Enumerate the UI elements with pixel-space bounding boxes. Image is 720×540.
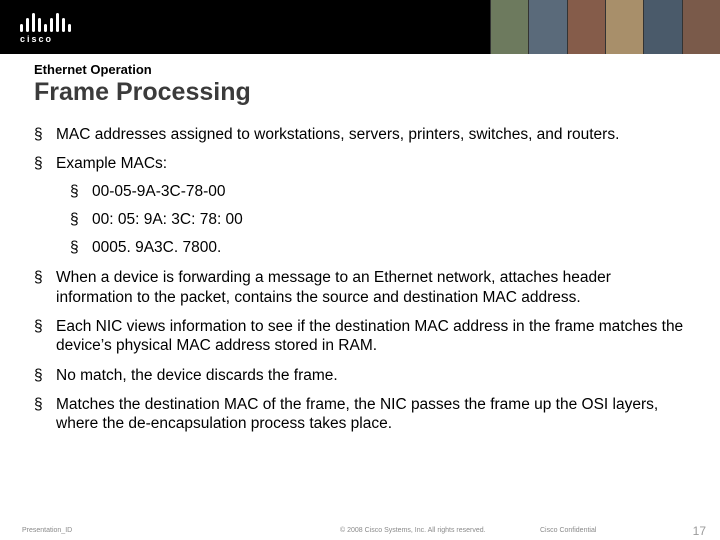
sub-bullet-item: 00: 05: 9A: 3C: 78: 00 — [70, 210, 686, 230]
footer-presentation-id: Presentation_ID — [22, 527, 72, 534]
sub-bullet-text: 00: 05: 9A: 3C: 78: 00 — [92, 211, 243, 228]
header-photo-panel — [567, 0, 605, 54]
sub-bullet-text: 00-05-9A-3C-78-00 — [92, 183, 226, 200]
header-photo-strip — [490, 0, 720, 54]
slide-title: Frame Processing — [34, 78, 686, 107]
bullet-item: MAC addresses assigned to workstations, … — [34, 125, 686, 144]
bullet-text: No match, the device discards the frame. — [56, 367, 338, 384]
cisco-logo: cisco — [20, 8, 90, 44]
cisco-logo-text: cisco — [20, 34, 90, 44]
sub-bullet-item: 0005. 9A3C. 7800. — [70, 238, 686, 258]
bullet-item: When a device is forwarding a message to… — [34, 268, 686, 307]
bullet-text: Example MACs: — [56, 155, 167, 172]
slide-footer: Presentation_ID © 2008 Cisco Systems, In… — [0, 527, 720, 534]
bullet-item: No match, the device discards the frame. — [34, 366, 686, 385]
bullet-item: Matches the destination MAC of the frame… — [34, 395, 686, 434]
bullet-list: MAC addresses assigned to workstations, … — [34, 125, 686, 434]
header-photo-panel — [643, 0, 681, 54]
bullet-text: MAC addresses assigned to workstations, … — [56, 126, 619, 143]
header-band: cisco — [0, 0, 720, 54]
header-photo-panel — [528, 0, 566, 54]
bullet-item: Example MACs: 00-05-9A-3C-78-00 00: 05: … — [34, 154, 686, 258]
footer-copyright: © 2008 Cisco Systems, Inc. All rights re… — [340, 527, 486, 534]
slide-kicker: Ethernet Operation — [34, 62, 686, 77]
cisco-logo-bars — [20, 8, 90, 32]
header-photo-panel — [490, 0, 528, 54]
sub-bullet-list: 00-05-9A-3C-78-00 00: 05: 9A: 3C: 78: 00… — [56, 182, 686, 258]
footer-confidential: Cisco Confidential — [540, 527, 596, 534]
title-block: Ethernet Operation Frame Processing — [0, 54, 720, 111]
header-photo-panel — [682, 0, 720, 54]
slide-content: MAC addresses assigned to workstations, … — [0, 111, 720, 434]
header-photo-panel — [605, 0, 643, 54]
bullet-text: Each NIC views information to see if the… — [56, 318, 683, 354]
footer-page-number: 17 — [693, 524, 706, 538]
bullet-text: Matches the destination MAC of the frame… — [56, 396, 658, 432]
bullet-text: When a device is forwarding a message to… — [56, 269, 611, 305]
sub-bullet-text: 0005. 9A3C. 7800. — [92, 239, 221, 256]
bullet-item: Each NIC views information to see if the… — [34, 317, 686, 356]
sub-bullet-item: 00-05-9A-3C-78-00 — [70, 182, 686, 202]
